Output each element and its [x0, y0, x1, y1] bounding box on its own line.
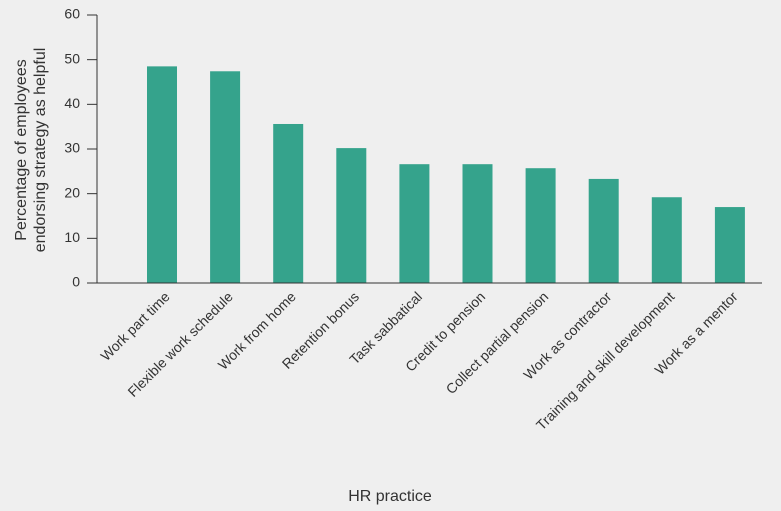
y-axis-label-line: Percentage of employees	[13, 59, 30, 240]
bar	[462, 164, 493, 283]
bar	[714, 207, 745, 283]
y-tick-label: 30	[64, 140, 80, 156]
bar	[336, 148, 367, 283]
x-tick-label: Collect partial pension	[443, 288, 552, 397]
y-tick-label: 0	[72, 274, 80, 290]
y-tick-label: 10	[64, 229, 80, 245]
y-axis-label: Percentage of employees endorsing strate…	[13, 48, 49, 253]
bar	[588, 178, 619, 283]
bar	[147, 66, 177, 283]
y-axis-label-line: endorsing strategy as helpful	[32, 48, 49, 253]
bar	[210, 71, 241, 283]
x-tick-label: Flexible work schedule	[124, 288, 236, 400]
bar	[399, 164, 430, 283]
y-tick-label: 20	[64, 184, 80, 200]
x-axis-label: HR practice	[348, 488, 432, 505]
bar	[273, 123, 304, 283]
bar	[651, 197, 682, 283]
y-tick-label: 40	[64, 95, 80, 111]
y-tick-label: 50	[64, 50, 80, 66]
bar	[525, 168, 556, 283]
y-tick-label: 60	[64, 6, 80, 22]
